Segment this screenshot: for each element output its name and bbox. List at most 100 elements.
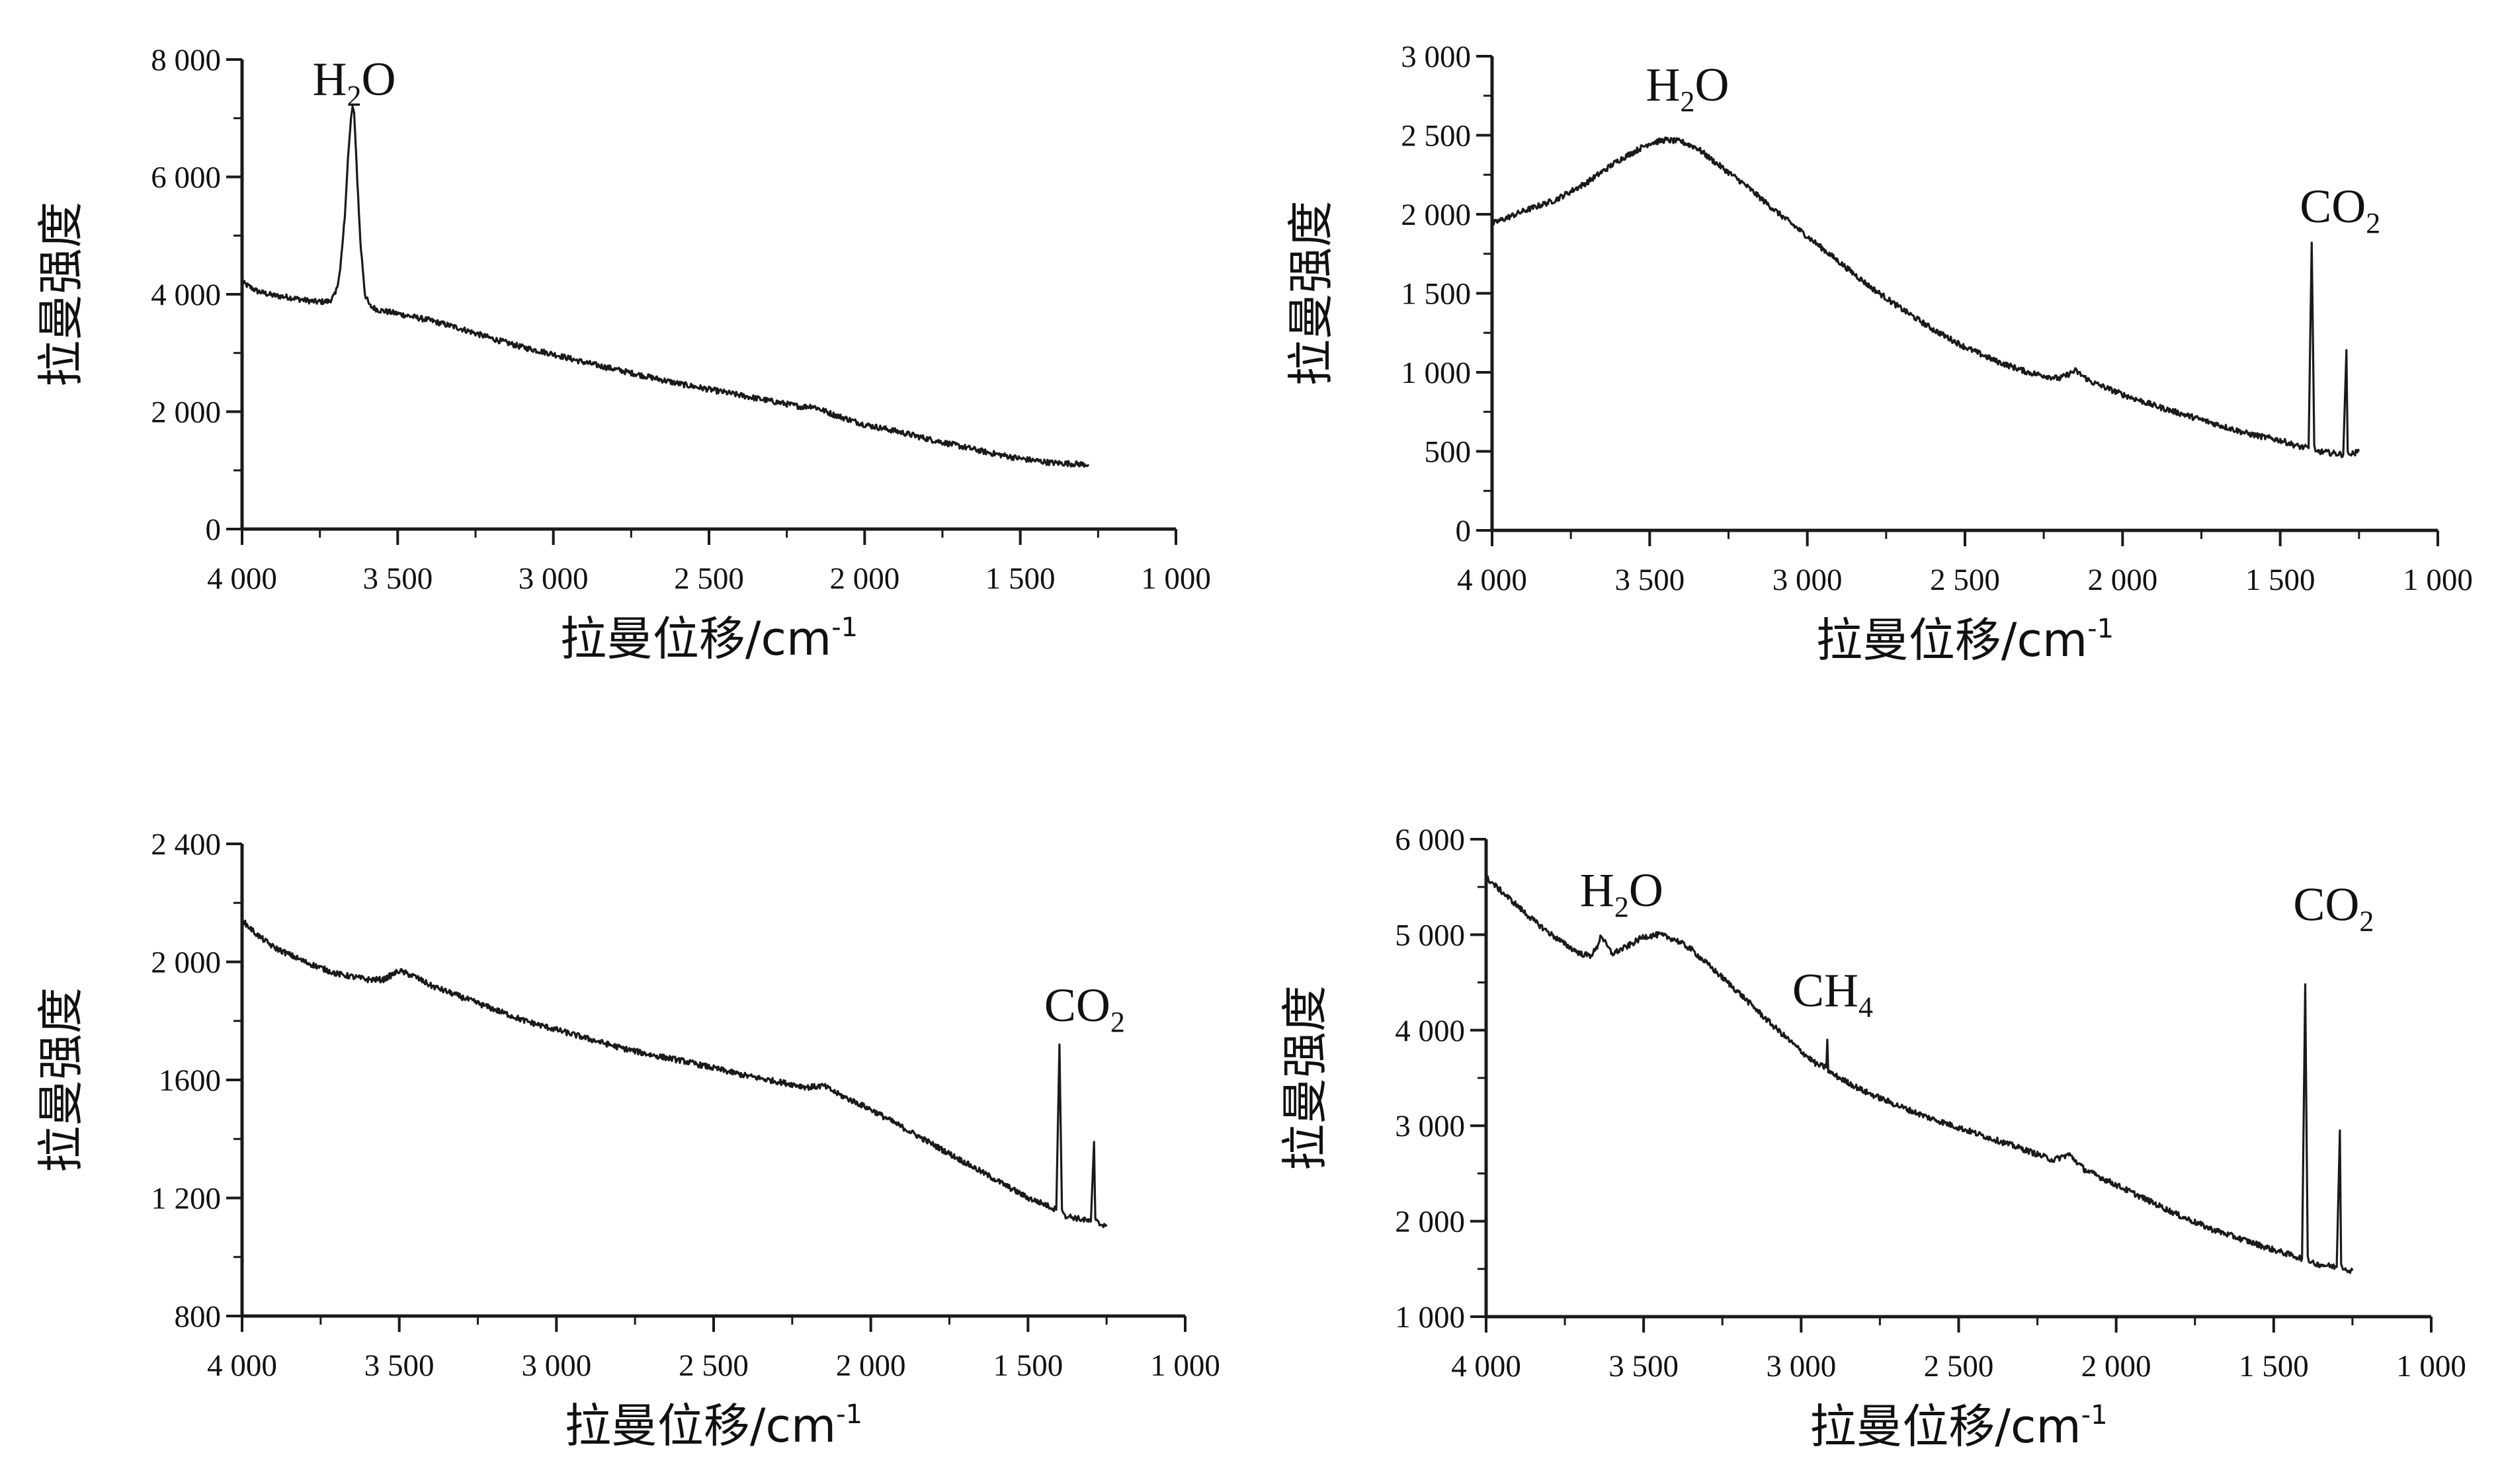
x-tick-label: 1 500: [2239, 1349, 2309, 1383]
x-tick-label: 3 000: [519, 561, 589, 596]
x-tick-label: 2 000: [836, 1348, 906, 1383]
peak-annotation: CO2: [1044, 979, 1125, 1038]
y-tick-label: 3 000: [1401, 40, 1471, 74]
x-axis-title-superscript: -1: [836, 1399, 862, 1430]
x-axis-title-superscript: -1: [831, 612, 858, 643]
y-tick-label: 1 500: [1401, 277, 1471, 311]
y-axis-title: 拉曼强度: [34, 202, 88, 387]
peak-annotation: CO2: [2300, 180, 2380, 239]
x-axis-title-text: 拉曼位移/cm: [565, 1399, 836, 1453]
x-tick-label: 2 500: [679, 1348, 749, 1383]
x-tick-label: 1 500: [985, 561, 1056, 596]
annotation-subscript: 2: [2366, 207, 2380, 239]
y-axis-title: 拉曼强度: [1284, 201, 1338, 386]
x-tick-label: 4 000: [1451, 1349, 1521, 1383]
peak-annotation: CO2: [2293, 878, 2374, 938]
y-axis-title: 拉曼强度: [1278, 985, 1332, 1171]
chart-panel-bottom-left: 800 1 200 1600 2 000 2 400 4 000 3 500 3 000 2 5…: [34, 827, 1220, 1453]
y-axis-title: 拉曼强度: [34, 987, 88, 1173]
y-tick-label: 1600: [159, 1063, 221, 1098]
y-tick-label: 5 000: [1395, 918, 1465, 952]
spectrum-line: [1485, 875, 2354, 1274]
y-tick-label: 2 500: [1401, 119, 1471, 153]
x-axis-title: 拉曼位移/cm-1: [560, 612, 858, 666]
y-tick-label: 8 000: [151, 43, 221, 77]
x-axis-title-text: 拉曼位移/cm: [1810, 1399, 2081, 1454]
y-tick-label: 0: [1456, 514, 1472, 548]
y-tick-label: 1 000: [1395, 1300, 1465, 1335]
y-tick-label: 2 000: [151, 946, 221, 980]
x-axis-title-superscript: -1: [2081, 1400, 2108, 1430]
annotation-base: H: [1580, 864, 1614, 917]
x-tick-label: 3 000: [1766, 1349, 1836, 1383]
y-tick-label: 500: [1425, 435, 1472, 470]
y-tick-label: 6 000: [151, 161, 221, 195]
y-tick-label: 2 000: [1401, 198, 1471, 232]
peak-annotation: H2O: [312, 52, 396, 112]
x-axis-title: 拉曼位移/cm-1: [565, 1399, 862, 1453]
y-tick-label: 2 000: [151, 395, 221, 430]
x-tick-label: 3 500: [1614, 563, 1685, 597]
y-tick-label: 3 000: [1395, 1109, 1465, 1143]
chart-panel-bottom-right: 1 000 2 000 3 000 4 000 5 000 6 000 4 000 3 500…: [1278, 823, 2466, 1454]
y-tick-label: 1 000: [1401, 356, 1471, 390]
x-tick-label: 4 000: [1457, 563, 1527, 597]
x-tick-label: 2 000: [829, 561, 899, 596]
x-axis-title-text: 拉曼位移/cm: [1816, 613, 2087, 667]
spectrum-line: [1491, 136, 2360, 458]
x-tick-label: 1 000: [1141, 561, 1211, 596]
y-tick-label: 2 000: [1395, 1205, 1465, 1239]
x-tick-label: 3 000: [1772, 563, 1843, 597]
spectrum-line: [241, 919, 1108, 1229]
chart-panel-top-right: 0 500 1 000 1 500 2 000 2 500 3 000 4 000 3 500 3…: [1284, 40, 2473, 667]
x-tick-label: 2 500: [674, 561, 744, 596]
x-axis-title: 拉曼位移/cm-1: [1816, 613, 2114, 667]
annotation-subscript: 2: [1110, 1006, 1125, 1038]
x-tick-label: 2 500: [1924, 1349, 1994, 1383]
x-tick-label: 2 500: [1930, 563, 2000, 597]
spectrum-line: [241, 105, 1090, 468]
x-tick-label: 4 000: [207, 561, 277, 596]
annotation-subscript: 2: [1681, 85, 1695, 118]
x-tick-label: 3 000: [521, 1348, 591, 1383]
x-axis-title: 拉曼位移/cm-1: [1810, 1399, 2107, 1454]
annotation-subscript: 2: [347, 79, 361, 112]
y-tick-label: 6 000: [1395, 823, 1465, 857]
peak-annotation: H2O: [1580, 864, 1663, 923]
annotation-subscript: 2: [2359, 905, 2374, 938]
annotation-subscript: 4: [1858, 991, 1873, 1024]
y-tick-label: 2 400: [151, 827, 221, 862]
annotation-base: H: [1646, 58, 1681, 111]
annotation-base: CO: [2300, 180, 2366, 233]
annotation-base: CH: [1792, 964, 1858, 1017]
peak-annotation: H2O: [1646, 58, 1729, 118]
annotation-base: H: [312, 52, 347, 105]
x-tick-label: 3 500: [362, 561, 433, 596]
x-tick-label: 3 500: [364, 1348, 435, 1383]
x-tick-label: 1 000: [2403, 563, 2473, 597]
annotation-base: CO: [1044, 979, 1110, 1032]
x-axis-title-text: 拉曼位移/cm: [560, 612, 831, 666]
y-tick-label: 1 200: [151, 1182, 221, 1216]
x-tick-label: 2 000: [2087, 563, 2157, 597]
x-tick-label: 1 500: [2245, 563, 2315, 597]
y-tick-label: 4 000: [151, 278, 221, 312]
y-tick-label: 800: [175, 1299, 222, 1334]
x-tick-label: 1 000: [2396, 1349, 2466, 1383]
annotation-subscript: 2: [1614, 891, 1629, 923]
chart-panel-top-left: 0 2 000 4 000 6 000 8 000 4 000 3 500 3 000 2 50…: [34, 43, 1211, 666]
x-axis-title-superscript: -1: [2087, 614, 2114, 644]
x-tick-label: 2 000: [2081, 1349, 2151, 1383]
x-tick-label: 1 000: [1150, 1348, 1220, 1383]
y-tick-label: 4 000: [1395, 1014, 1465, 1048]
annotation-tail: O: [1695, 58, 1729, 111]
x-tick-label: 1 500: [993, 1348, 1063, 1383]
peak-annotation: CH4: [1792, 964, 1873, 1024]
x-tick-label: 4 000: [207, 1348, 277, 1383]
annotation-tail: O: [361, 52, 396, 105]
y-tick-label: 0: [206, 513, 222, 547]
annotation-base: CO: [2293, 878, 2359, 931]
x-tick-label: 3 500: [1608, 1349, 1679, 1383]
annotation-tail: O: [1629, 864, 1663, 917]
